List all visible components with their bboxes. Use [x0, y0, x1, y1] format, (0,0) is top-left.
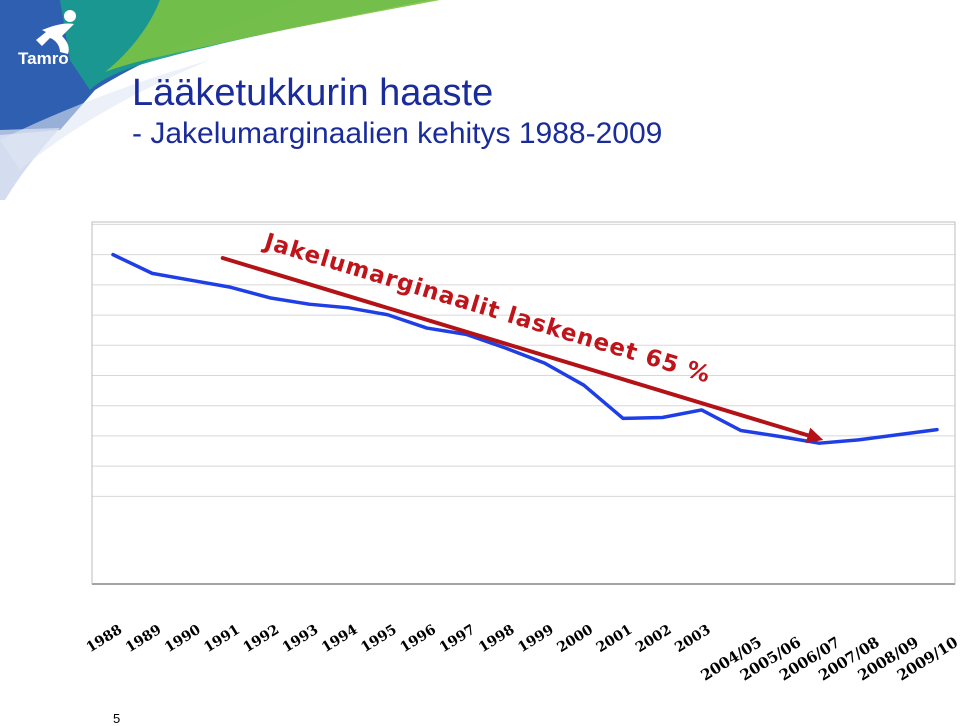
x-tick-label: 1994: [319, 622, 361, 656]
page-number: 5: [113, 711, 121, 726]
slide-subtitle: - Jakelumarginaalien kehitys 1988-2009: [132, 117, 663, 150]
data-point: [189, 278, 193, 282]
data-point: [425, 326, 429, 330]
x-tick-label: 2001: [594, 622, 636, 656]
header-banner: [0, 0, 440, 200]
data-point: [896, 433, 900, 437]
x-tick-label: 1991: [201, 622, 243, 656]
x-tick-label: 1992: [241, 622, 283, 656]
tamro-logo-icon: [36, 10, 76, 54]
chart-gridlines: [92, 223, 955, 585]
x-tick-label: 1989: [123, 622, 165, 656]
data-point: [935, 428, 939, 432]
x-tick-label: 1990: [162, 622, 204, 656]
x-tick-label: 2003: [672, 622, 714, 656]
annotation-label: Jakelumarginaalit laskeneet 65 %: [259, 228, 713, 388]
data-point: [386, 313, 390, 317]
banner-green-swoosh: [105, 0, 440, 72]
data-point: [739, 428, 743, 432]
data-point: [660, 416, 664, 420]
tamro-logo-text: Tamro: [18, 49, 69, 68]
x-tick-label: 1999: [515, 622, 557, 656]
x-tick-label: 1996: [397, 622, 439, 656]
data-point: [150, 271, 154, 275]
chart-annotation-layer: Jakelumarginaalit laskeneet 65 %: [220, 228, 824, 444]
x-tick-label: 1997: [437, 622, 479, 656]
data-point: [543, 361, 547, 365]
data-point: [268, 296, 272, 300]
x-tick-label: 1998: [476, 622, 518, 656]
data-point: [621, 416, 625, 420]
annotation-arrow-shaft: [220, 256, 814, 439]
x-tick-label: 1995: [358, 622, 400, 656]
data-point: [778, 435, 782, 439]
chart-series-layer: [111, 252, 939, 445]
data-point: [817, 441, 821, 445]
data-point: [346, 306, 350, 310]
data-point: [582, 383, 586, 387]
x-tick-label: 1993: [280, 622, 322, 656]
slide-title: Lääketukkurin haaste: [132, 72, 494, 114]
chart-plot-frame: [91, 221, 956, 585]
data-point: [857, 438, 861, 442]
data-point: [700, 408, 704, 412]
data-point: [307, 302, 311, 306]
x-tick-label: 2000: [554, 622, 596, 656]
chart-x-ticks: 1988198919901991199219931994199519961997…: [84, 622, 960, 685]
data-point: [111, 253, 115, 257]
banner-pale-streak: [0, 60, 210, 170]
data-point: [503, 346, 507, 350]
annotation-arrow-head: [805, 427, 824, 444]
data-point: [229, 285, 233, 289]
x-tick-label: 2002: [633, 622, 675, 656]
series-line: [111, 252, 939, 445]
x-tick-label: 1988: [84, 622, 126, 656]
